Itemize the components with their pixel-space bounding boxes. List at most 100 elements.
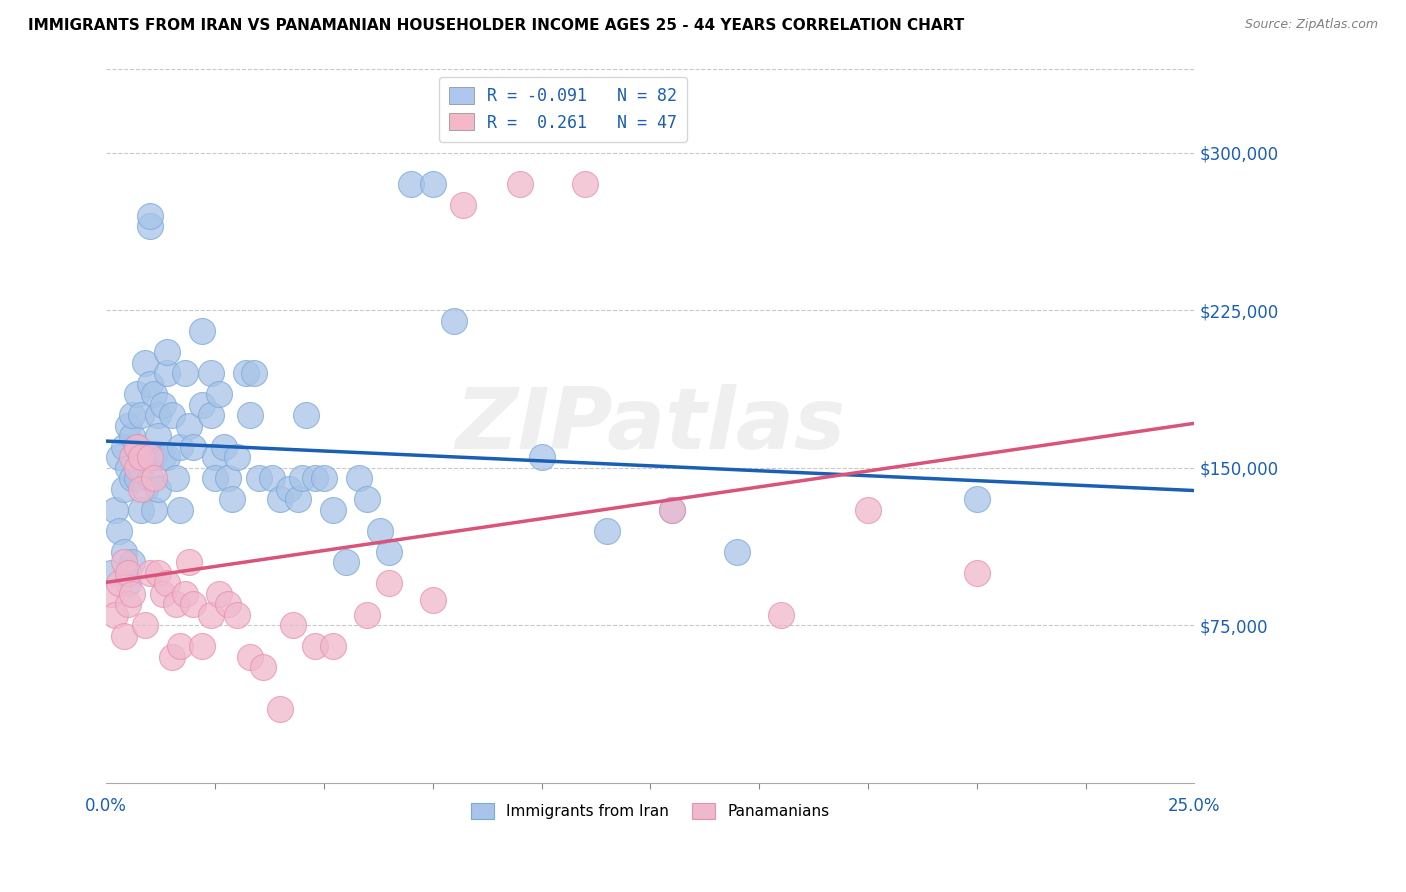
Point	[108, 524, 131, 538]
Point	[596, 524, 619, 538]
Point	[160, 649, 183, 664]
Point	[125, 440, 148, 454]
Point	[143, 503, 166, 517]
Point	[661, 503, 683, 517]
Point	[356, 607, 378, 622]
Point	[335, 555, 357, 569]
Point	[165, 471, 187, 485]
Point	[129, 450, 152, 465]
Point	[117, 460, 139, 475]
Point	[148, 409, 170, 423]
Point	[181, 598, 204, 612]
Point	[100, 587, 122, 601]
Point	[139, 566, 162, 580]
Point	[134, 618, 156, 632]
Point	[422, 593, 444, 607]
Point	[378, 576, 401, 591]
Point	[225, 450, 247, 465]
Point	[177, 418, 200, 433]
Text: IMMIGRANTS FROM IRAN VS PANAMANIAN HOUSEHOLDER INCOME AGES 25 - 44 YEARS CORRELA: IMMIGRANTS FROM IRAN VS PANAMANIAN HOUSE…	[28, 18, 965, 33]
Point	[112, 555, 135, 569]
Point	[173, 366, 195, 380]
Point	[125, 440, 148, 454]
Point	[191, 324, 214, 338]
Legend: Immigrants from Iran, Panamanians: Immigrants from Iran, Panamanians	[465, 797, 835, 825]
Point	[287, 492, 309, 507]
Point	[269, 702, 291, 716]
Point	[121, 409, 143, 423]
Point	[169, 440, 191, 454]
Point	[173, 587, 195, 601]
Point	[451, 198, 474, 212]
Point	[283, 618, 305, 632]
Point	[139, 209, 162, 223]
Point	[208, 387, 231, 401]
Point	[108, 450, 131, 465]
Point	[104, 607, 127, 622]
Point	[217, 598, 239, 612]
Point	[121, 450, 143, 465]
Point	[117, 566, 139, 580]
Point	[117, 418, 139, 433]
Point	[156, 576, 179, 591]
Point	[129, 482, 152, 496]
Point	[225, 607, 247, 622]
Point	[160, 409, 183, 423]
Point	[121, 555, 143, 569]
Point	[134, 356, 156, 370]
Point	[574, 177, 596, 191]
Point	[121, 587, 143, 601]
Point	[112, 545, 135, 559]
Point	[200, 366, 222, 380]
Point	[125, 387, 148, 401]
Point	[143, 471, 166, 485]
Point	[291, 471, 314, 485]
Point	[152, 587, 174, 601]
Point	[156, 345, 179, 359]
Point	[322, 503, 344, 517]
Point	[312, 471, 335, 485]
Point	[370, 524, 392, 538]
Point	[260, 471, 283, 485]
Point	[112, 629, 135, 643]
Point	[208, 587, 231, 601]
Point	[169, 640, 191, 654]
Point	[217, 471, 239, 485]
Point	[112, 482, 135, 496]
Text: Source: ZipAtlas.com: Source: ZipAtlas.com	[1244, 18, 1378, 31]
Point	[165, 598, 187, 612]
Point	[725, 545, 748, 559]
Point	[239, 649, 262, 664]
Point	[322, 640, 344, 654]
Point	[121, 429, 143, 443]
Point	[139, 376, 162, 391]
Point	[148, 482, 170, 496]
Point	[278, 482, 301, 496]
Point	[221, 492, 243, 507]
Point	[134, 482, 156, 496]
Point	[212, 440, 235, 454]
Point	[243, 366, 266, 380]
Point	[191, 640, 214, 654]
Point	[139, 450, 162, 465]
Point	[191, 398, 214, 412]
Point	[152, 398, 174, 412]
Point	[143, 450, 166, 465]
Point	[661, 503, 683, 517]
Point	[304, 640, 326, 654]
Point	[148, 566, 170, 580]
Point	[108, 576, 131, 591]
Point	[104, 503, 127, 517]
Point	[443, 314, 465, 328]
Point	[139, 471, 162, 485]
Point	[356, 492, 378, 507]
Point	[966, 492, 988, 507]
Point	[117, 576, 139, 591]
Point	[509, 177, 531, 191]
Point	[148, 429, 170, 443]
Point	[856, 503, 879, 517]
Point	[399, 177, 422, 191]
Point	[117, 598, 139, 612]
Point	[125, 460, 148, 475]
Point	[966, 566, 988, 580]
